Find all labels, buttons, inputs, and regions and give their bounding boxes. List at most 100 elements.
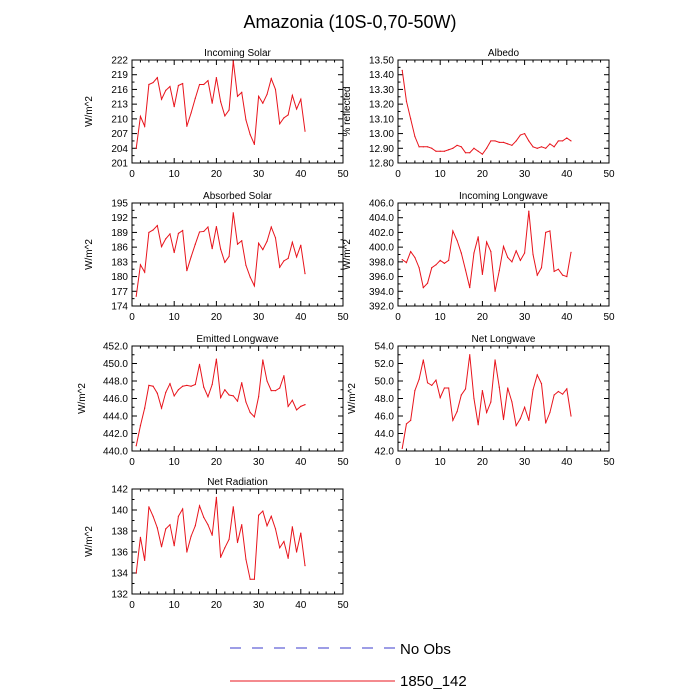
data-point <box>426 382 429 384</box>
data-point <box>464 388 467 390</box>
data-point <box>401 259 403 261</box>
data-point <box>283 260 285 262</box>
x-tick-label: 30 <box>253 600 265 611</box>
data-point <box>156 224 158 227</box>
data-point <box>540 146 543 148</box>
data-point <box>274 528 277 530</box>
data-point <box>270 390 272 392</box>
panel-net-radiation: Net Radiation W/m^2 0 10 20 30 40 50 132 134 136 13… <box>84 477 349 611</box>
data-point <box>139 536 142 538</box>
x-tick-label: 50 <box>603 312 615 323</box>
x-tick-label: 0 <box>129 600 135 611</box>
data-point <box>241 240 243 242</box>
y-tick-label: 177 <box>111 287 128 298</box>
data-point <box>439 397 441 399</box>
data-point <box>270 78 272 80</box>
y-tick-label: 398.0 <box>369 257 394 268</box>
data-point <box>177 232 180 235</box>
data-point <box>536 147 538 149</box>
y-tick-label: 207 <box>111 129 128 140</box>
y-tick-label: 222 <box>111 56 128 67</box>
panel-title: Incoming Solar <box>204 48 271 59</box>
x-tick-label: 20 <box>211 457 223 468</box>
data-point <box>287 405 289 407</box>
x-tick-label: 50 <box>337 312 349 323</box>
data-point <box>300 405 302 407</box>
data-point <box>511 144 513 146</box>
data-point <box>422 359 424 361</box>
data-point <box>549 143 551 145</box>
series-line-1850-142 <box>135 212 306 297</box>
data-point <box>460 394 462 396</box>
data-point <box>135 445 137 447</box>
panel-net-longwave: Net Longwave W/m^2 0 10 20 30 40 50 42.0 44.0 46.0… <box>347 334 615 468</box>
y-tick-label: 446.0 <box>103 394 128 405</box>
data-point <box>144 271 146 273</box>
y-tick-label: 44.0 <box>375 429 395 440</box>
panel-absorbed-solar: Absorbed Solar W/m^2 0 10 20 30 40 50 174 177 180 1… <box>84 191 349 323</box>
data-point <box>426 282 429 284</box>
data-point <box>190 112 192 114</box>
data-point <box>173 395 175 397</box>
x-tick-label: 50 <box>603 169 615 180</box>
data-point <box>207 80 209 82</box>
x-tick-label: 10 <box>169 312 181 323</box>
data-point <box>245 119 247 121</box>
x-tick-label: 0 <box>129 169 135 180</box>
y-tick-label: 219 <box>111 70 128 81</box>
data-point <box>490 250 492 253</box>
data-point <box>553 146 555 148</box>
data-point <box>253 416 255 418</box>
data-point <box>481 390 483 392</box>
data-point <box>177 515 180 517</box>
data-point <box>443 387 446 389</box>
data-point <box>456 411 458 413</box>
data-point <box>220 248 222 250</box>
data-point <box>177 84 180 87</box>
plot-frame <box>131 59 344 164</box>
data-point <box>452 147 454 149</box>
x-tick-label: 40 <box>295 169 307 180</box>
data-point <box>169 383 171 385</box>
data-point <box>135 147 137 149</box>
y-tick-label: 13.20 <box>369 100 394 111</box>
data-point <box>414 135 416 138</box>
data-point <box>215 358 217 360</box>
data-point <box>232 212 234 214</box>
figure-title: Amazonia (10S-0,70-50W) <box>243 12 456 32</box>
y-axis-label: W/m^2 <box>84 96 95 127</box>
data-point <box>524 406 526 408</box>
y-tick-label: 142 <box>111 485 128 496</box>
series-line-1850-142 <box>135 60 306 149</box>
data-point <box>304 565 306 567</box>
data-point <box>287 257 289 260</box>
x-tick-label: 0 <box>395 312 401 323</box>
data-point <box>165 89 167 92</box>
y-tick-label: 216 <box>111 85 128 96</box>
x-tick-label: 50 <box>337 600 349 611</box>
data-point <box>262 248 264 251</box>
x-tick-label: 20 <box>211 600 223 611</box>
data-point <box>469 152 471 154</box>
data-point <box>262 359 264 361</box>
data-point <box>232 506 234 508</box>
data-point <box>405 423 408 425</box>
data-point <box>232 60 234 62</box>
data-point <box>566 137 568 139</box>
data-point <box>498 270 500 272</box>
y-tick-label: 406.0 <box>369 199 394 210</box>
data-point <box>148 231 150 234</box>
data-point <box>139 264 142 266</box>
data-point <box>245 558 247 560</box>
data-point <box>507 143 509 145</box>
data-point <box>502 141 505 143</box>
data-point <box>557 140 559 142</box>
data-point <box>245 401 247 403</box>
data-point <box>139 115 142 118</box>
data-point <box>165 391 167 393</box>
data-point <box>165 238 167 240</box>
data-point <box>291 94 293 96</box>
data-point <box>232 395 234 397</box>
data-point <box>249 411 251 414</box>
data-point <box>152 515 154 517</box>
